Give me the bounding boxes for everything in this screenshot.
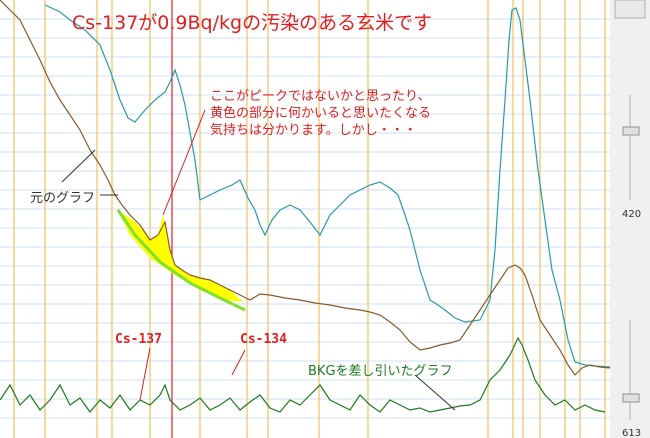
side-value: 420 <box>622 209 642 220</box>
annotation-line: 黄色の部分に何かいると思いたくなる <box>210 106 432 121</box>
button[interactable] <box>614 0 646 19</box>
highlight-area <box>118 210 243 302</box>
slider-thumb[interactable] <box>622 393 640 403</box>
title: Cs-137が0.9Bq/kgの汚染のある玄米です <box>72 12 433 34</box>
grid <box>0 18 610 419</box>
cs137-pointer <box>139 347 151 401</box>
original-label: 元のグラフ <box>30 191 96 206</box>
brown-curve <box>0 0 611 376</box>
slider-thumb[interactable] <box>622 126 640 136</box>
cs134-pointer <box>231 349 246 376</box>
bkg-pointer <box>414 374 456 411</box>
annotation-line: 気持ちは分かります。しかし・・・ <box>210 123 417 138</box>
annotation-line: ここがピークではないかと思ったり、 <box>210 89 431 104</box>
annotation-arrow <box>162 109 206 216</box>
side-value: 613 <box>622 428 642 438</box>
marker-lines <box>13 0 606 438</box>
annotation: ここがピークではないかと思ったり、 黄色の部分に何かいると思いたくなる 気持ちは… <box>210 88 431 139</box>
cs134-label: Cs-134 <box>240 332 287 347</box>
cs137-label: Cs-137 <box>115 332 162 347</box>
bkg-subtracted-curve <box>0 336 606 413</box>
baseline-curve <box>116 209 246 312</box>
bkg-label: BKGを差し引いたグラフ <box>308 364 453 379</box>
original-curve <box>44 4 611 368</box>
original-pointer <box>61 149 96 183</box>
